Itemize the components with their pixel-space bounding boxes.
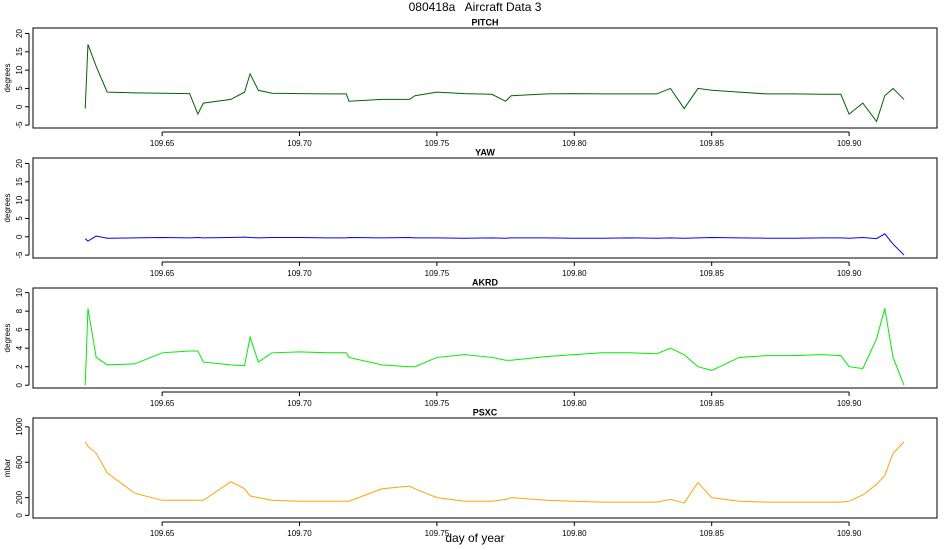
data-line [84, 308, 905, 386]
y-tick-label: 10 [15, 195, 24, 204]
x-tick-label: 109.70 [287, 399, 312, 408]
y-tick-label: 20 [15, 158, 24, 167]
x-tick-label: 109.75 [425, 399, 450, 408]
y-tick-label: 6 [15, 327, 24, 332]
y-tick-label: 0 [15, 104, 24, 109]
x-tick-label: 109.85 [699, 529, 724, 538]
x-tick-label: 109.80 [562, 269, 587, 278]
y-axis-label: mbar [3, 459, 12, 478]
plot-box [32, 417, 938, 519]
panel-title: AKRD [472, 277, 498, 287]
x-tick-label: 109.80 [562, 399, 587, 408]
y-tick-label: -5 [15, 121, 24, 129]
y-tick-label: 1000 [15, 417, 24, 435]
x-tick-label: 109.75 [425, 139, 450, 148]
x-tick-label: 109.70 [287, 529, 312, 538]
x-tick-label: 109.65 [150, 269, 175, 278]
x-tick-label: 109.70 [287, 139, 312, 148]
plot-box [32, 287, 938, 389]
plot-box [32, 27, 938, 129]
x-tick-label: 109.75 [425, 529, 450, 538]
x-tick-label: 109.90 [837, 399, 862, 408]
x-tick-label: 109.85 [699, 139, 724, 148]
data-line [84, 44, 905, 123]
y-axis-label: degrees [3, 324, 12, 353]
panel-title: PSXC [473, 407, 498, 417]
x-tick-label: 109.75 [425, 269, 450, 278]
plot-box [32, 157, 938, 259]
x-tick-label: 109.85 [699, 399, 724, 408]
y-tick-label: 10 [15, 288, 24, 297]
y-tick-label: 10 [15, 65, 24, 74]
x-tick-label: 109.90 [837, 269, 862, 278]
x-tick-label: 109.65 [150, 529, 175, 538]
y-axis-label: degrees [3, 64, 12, 93]
data-line [84, 233, 905, 256]
panel-title: PITCH [472, 17, 499, 27]
x-tick-label: 109.65 [150, 399, 175, 408]
y-tick-label: 8 [15, 308, 24, 313]
x-tick-label: 109.70 [287, 269, 312, 278]
x-tick-label: 109.80 [562, 529, 587, 538]
y-tick-label: 4 [15, 345, 24, 350]
x-tick-label: 109.65 [150, 139, 175, 148]
panel-title: YAW [475, 147, 495, 157]
y-tick-label: 15 [15, 47, 24, 56]
y-tick-label: 0 [15, 234, 24, 239]
y-tick-label: 600 [15, 455, 24, 469]
y-axis-label: degrees [3, 194, 12, 223]
y-tick-label: 15 [15, 177, 24, 186]
x-tick-label: 109.85 [699, 269, 724, 278]
x-axis-label: day of year [445, 531, 504, 545]
y-tick-label: 20 [15, 28, 24, 37]
y-tick-label: 0 [15, 382, 24, 387]
y-tick-label: 5 [15, 86, 24, 91]
y-tick-label: -5 [15, 251, 24, 259]
x-tick-label: 109.90 [837, 529, 862, 538]
y-tick-label: 2 [15, 364, 24, 369]
x-tick-label: 109.90 [837, 139, 862, 148]
data-line [84, 441, 905, 504]
y-tick-label: 0 [15, 513, 24, 518]
y-tick-label: 5 [15, 216, 24, 221]
y-tick-label: 200 [15, 490, 24, 504]
chart-title: 080418a Aircraft Data 3 [409, 0, 542, 14]
x-tick-label: 109.80 [562, 139, 587, 148]
